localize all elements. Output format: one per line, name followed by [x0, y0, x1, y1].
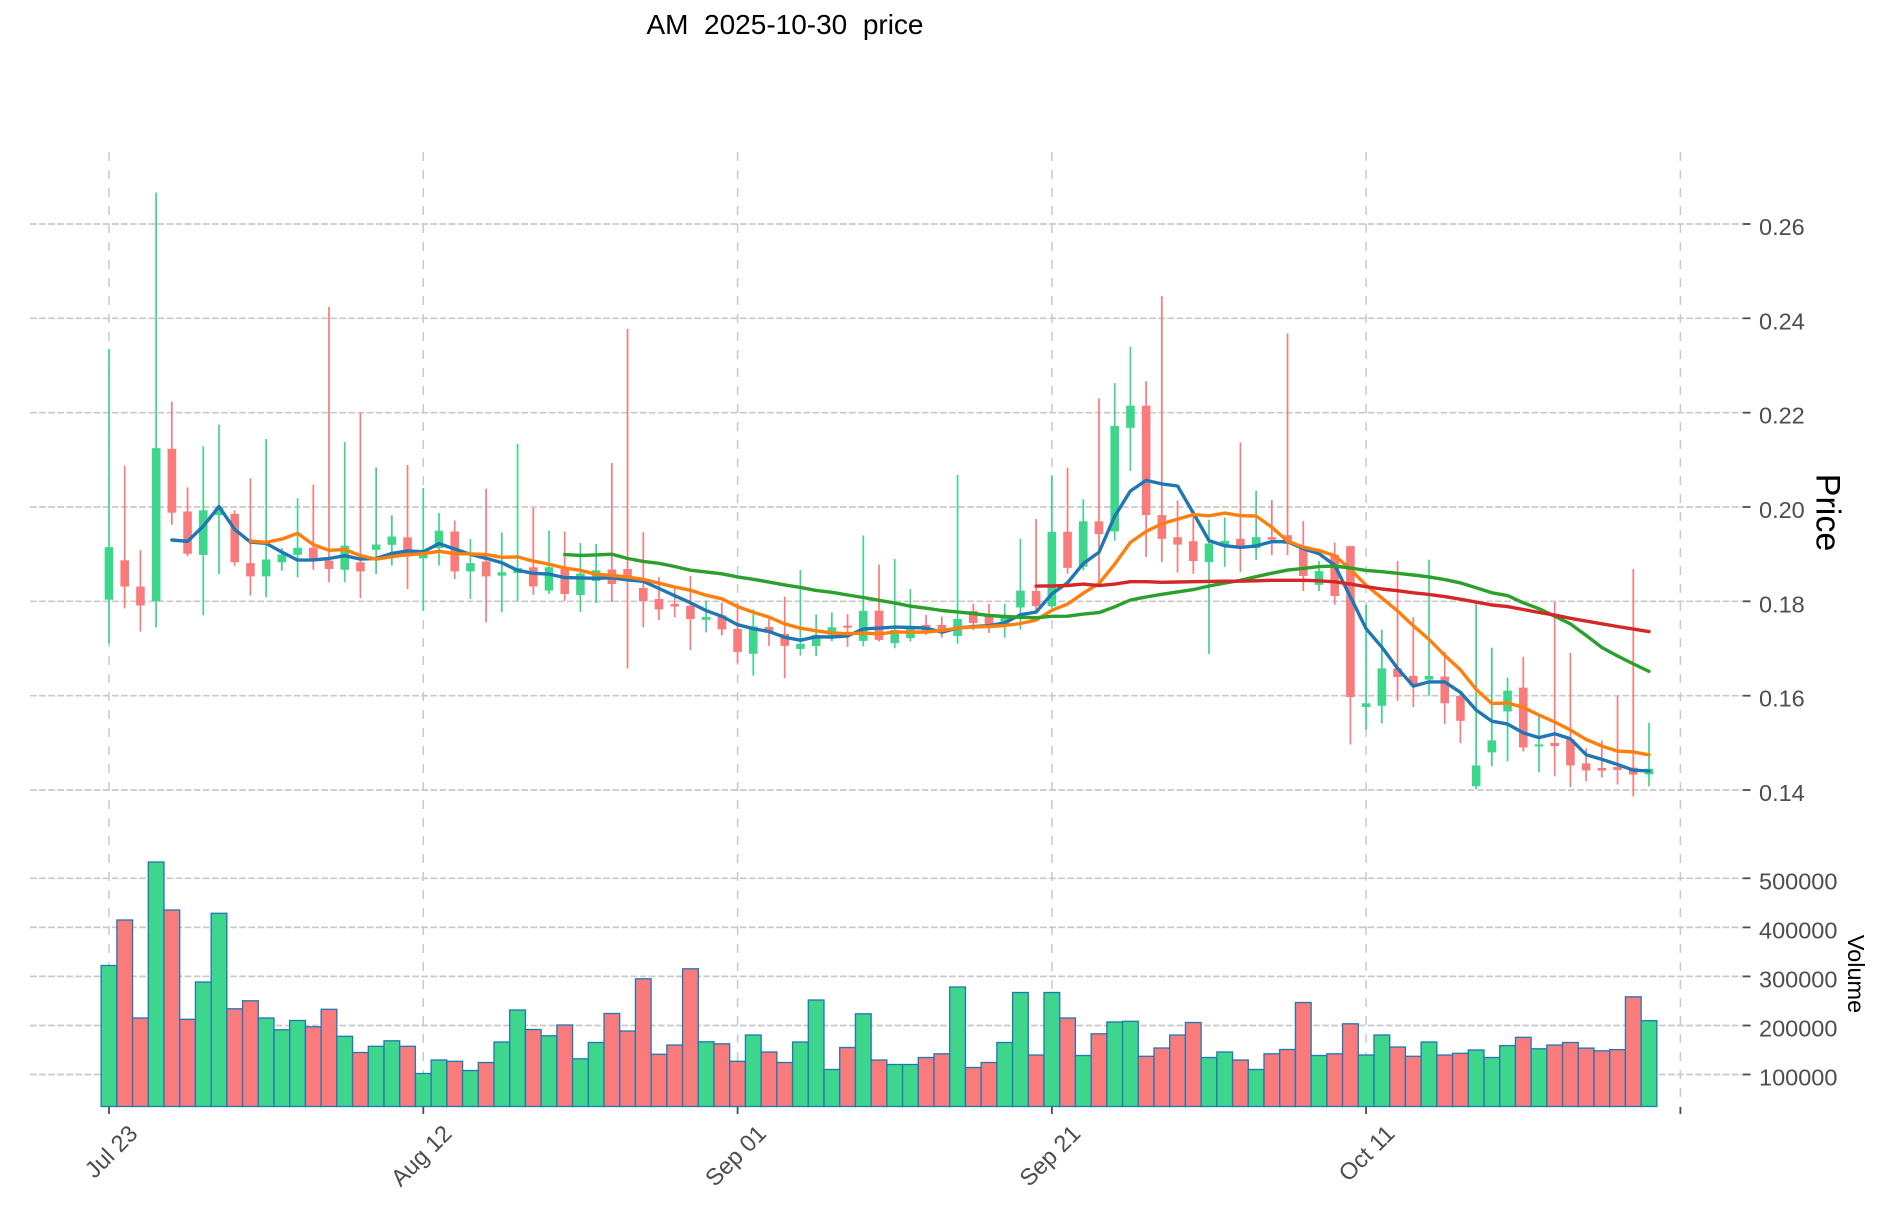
svg-text:0.18: 0.18 — [1759, 591, 1805, 617]
svg-text:300000: 300000 — [1759, 966, 1837, 992]
svg-text:400000: 400000 — [1759, 917, 1837, 943]
svg-text:0.22: 0.22 — [1759, 403, 1805, 429]
svg-text:Volume: Volume — [1843, 935, 1869, 1013]
svg-text:100000: 100000 — [1759, 1065, 1837, 1091]
svg-text:Price: Price — [1809, 474, 1847, 551]
svg-text:500000: 500000 — [1759, 868, 1837, 894]
svg-text:AM 2025-10-30 price: AM 2025-10-30 price — [646, 9, 923, 40]
svg-text:0.20: 0.20 — [1759, 497, 1805, 523]
svg-text:0.26: 0.26 — [1759, 214, 1805, 240]
svg-text:0.14: 0.14 — [1759, 780, 1805, 806]
svg-text:200000: 200000 — [1759, 1016, 1837, 1042]
svg-text:0.16: 0.16 — [1759, 686, 1805, 712]
svg-text:0.24: 0.24 — [1759, 308, 1805, 334]
